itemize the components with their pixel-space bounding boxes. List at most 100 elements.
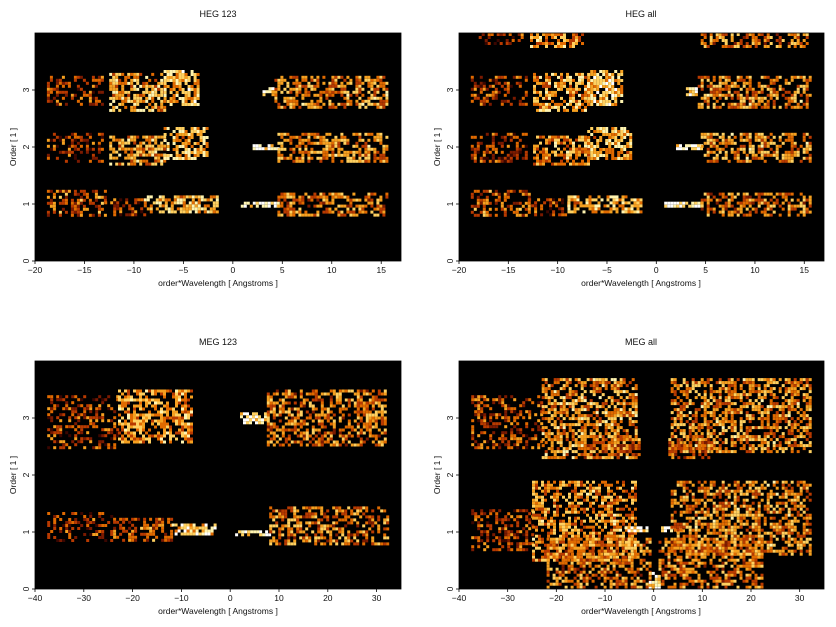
- heatmap-cell: [338, 389, 342, 393]
- heatmap-cell: [352, 213, 356, 217]
- heatmap-cell: [199, 133, 203, 136]
- heatmap-cell: [338, 395, 342, 399]
- heatmap-cell: [504, 413, 508, 417]
- heatmap-cell: [504, 443, 508, 447]
- heatmap-cell: [593, 94, 597, 97]
- heatmap-cell: [59, 518, 63, 521]
- heatmap-cell: [154, 141, 158, 145]
- heatmap-cell: [724, 45, 728, 48]
- heatmap-cell: [290, 542, 294, 546]
- heatmap-cell: [748, 198, 752, 202]
- heatmap-cell: [724, 39, 728, 42]
- heatmap-cell: [772, 201, 776, 205]
- heatmap-cell: [784, 150, 788, 154]
- heatmap-cell: [313, 102, 317, 106]
- heatmap-cell: [602, 100, 606, 103]
- heatmap-cell: [316, 195, 320, 199]
- heatmap-cell: [682, 204, 686, 208]
- heatmap-cell: [575, 147, 578, 151]
- y-tick-label: 3: [21, 415, 31, 420]
- heatmap-cell: [298, 105, 302, 109]
- heatmap-cell: [148, 162, 152, 166]
- heatmap-cell: [805, 81, 809, 85]
- heatmap-cell: [172, 157, 176, 160]
- heatmap-cell: [533, 156, 536, 160]
- heatmap-cell: [292, 198, 296, 202]
- heatmap-cell: [510, 407, 514, 411]
- heatmap-cell: [620, 148, 624, 151]
- heatmap-cell: [121, 434, 124, 438]
- heatmap-cell: [334, 135, 338, 139]
- heatmap-cell: [718, 210, 722, 214]
- y-tick-label: 3: [21, 87, 31, 92]
- heatmap-cell: [184, 130, 188, 133]
- heatmap-cell: [371, 440, 375, 444]
- heatmap-cell: [585, 198, 589, 202]
- x-tick-label: −5: [179, 265, 189, 275]
- heatmap-cell: [763, 96, 767, 100]
- heatmap-cell: [127, 147, 131, 151]
- heatmap-cell: [151, 96, 155, 100]
- heatmap-cell: [133, 147, 137, 151]
- heatmap-cell: [596, 88, 600, 91]
- heatmap-cell: [262, 533, 266, 537]
- heatmap-cell: [572, 99, 575, 103]
- heatmap-cell: [82, 204, 86, 208]
- heatmap-cell: [760, 201, 764, 205]
- heatmap-cell: [624, 201, 628, 205]
- heatmap-cell: [569, 45, 572, 48]
- heatmap-cell: [73, 147, 77, 151]
- heatmap-cell: [567, 201, 571, 205]
- heatmap-cell: [273, 204, 277, 208]
- heatmap-cell: [270, 147, 274, 151]
- heatmap-cell: [59, 539, 63, 542]
- heatmap-cell: [385, 147, 389, 151]
- heatmap-cell: [47, 395, 51, 399]
- heatmap-cell: [325, 207, 329, 211]
- heatmap-cell: [328, 141, 332, 145]
- heatmap-cell: [305, 434, 309, 438]
- heatmap-cell: [136, 392, 139, 396]
- heatmap-cell: [802, 210, 806, 214]
- heatmap-cell: [332, 392, 336, 396]
- heatmap-cell: [633, 204, 637, 208]
- heatmap-cell: [368, 413, 372, 417]
- heatmap-cell: [139, 144, 143, 148]
- heatmap-cell: [485, 201, 489, 205]
- heatmap-cell: [157, 159, 161, 163]
- heatmap-cell: [730, 81, 734, 85]
- heatmap-cell: [332, 413, 336, 417]
- heatmap-cell: [100, 135, 104, 139]
- heatmap-cell: [371, 413, 375, 417]
- heatmap-cell: [572, 162, 575, 166]
- heatmap-cell: [175, 148, 179, 151]
- heatmap-cell: [534, 204, 538, 208]
- heatmap-cell: [71, 410, 75, 414]
- heatmap-cell: [269, 440, 273, 444]
- heatmap-cell: [471, 443, 475, 447]
- heatmap-cell: [298, 84, 302, 88]
- heatmap-cell: [127, 162, 131, 166]
- heatmap-cell: [80, 413, 84, 417]
- heatmap-cell: [304, 132, 308, 136]
- heatmap-cell: [161, 520, 165, 524]
- heatmap-cell: [118, 398, 121, 402]
- heatmap-cell: [355, 90, 359, 94]
- heatmap-cell: [163, 392, 166, 396]
- heatmap-cell: [757, 204, 761, 208]
- heatmap-cell: [299, 536, 303, 540]
- heatmap-cell: [115, 87, 119, 91]
- heatmap-cell: [614, 97, 618, 100]
- heatmap-cell: [338, 509, 342, 513]
- heatmap-cell: [536, 144, 539, 148]
- heatmap-cell: [258, 418, 261, 422]
- heatmap-cell: [146, 538, 150, 542]
- heatmap-cell: [187, 91, 191, 94]
- heatmap-cell: [590, 133, 594, 136]
- heatmap-cell: [379, 99, 383, 103]
- heatmap-cell: [196, 82, 200, 85]
- heatmap-cell: [548, 153, 551, 157]
- heatmap-cell: [491, 147, 495, 151]
- heatmap-cell: [575, 138, 578, 142]
- heatmap-cell: [121, 440, 124, 444]
